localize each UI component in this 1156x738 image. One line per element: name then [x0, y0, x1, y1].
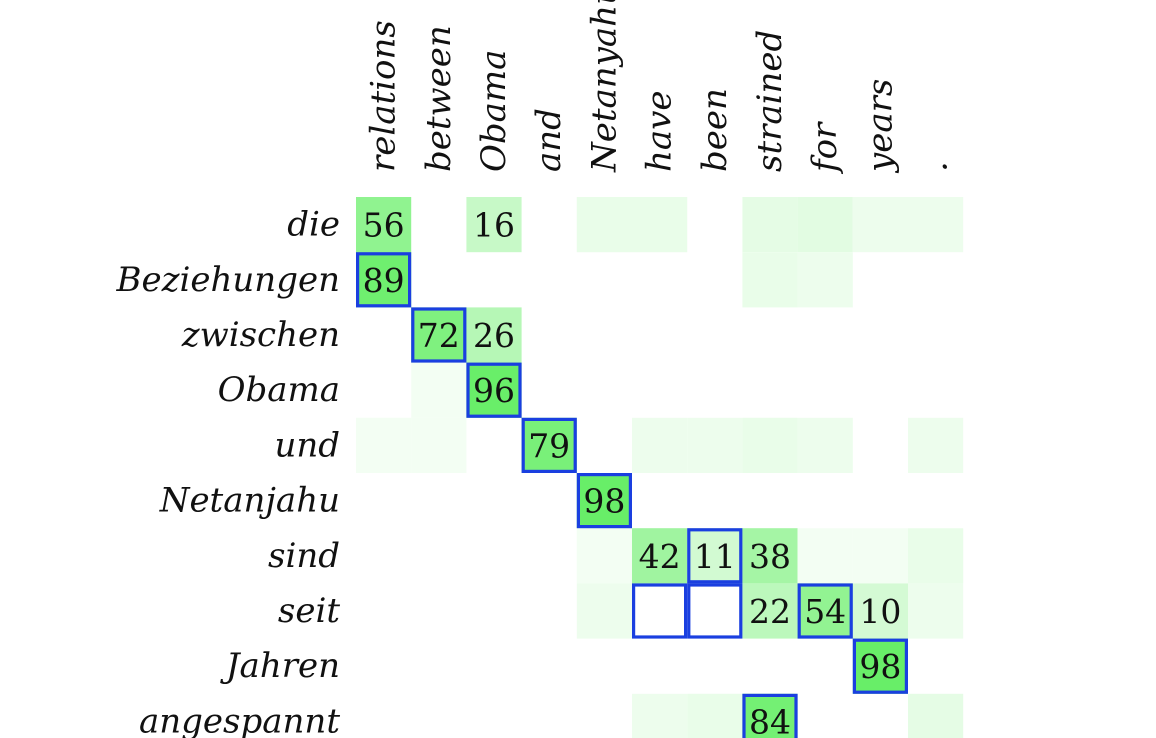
heatmap-cell-r6-c6: [687, 528, 743, 584]
heatmap-cell-r4-c3: [521, 417, 577, 473]
heatmap-cell-r9-c5: [632, 693, 688, 738]
y-tick-label-7: seit: [278, 591, 340, 631]
heatmap-cell-r6-c8: [797, 528, 853, 584]
x-tick-label-0: relations: [364, 20, 404, 172]
heatmap-cell-r7-c7: [742, 583, 798, 639]
heatmap-cell-r4-c7: [742, 417, 798, 473]
heatmap-cell-r0-c5: [632, 197, 688, 253]
x-tick-label-6: been: [695, 88, 735, 172]
heatmap-cell-r0-c0: [356, 197, 412, 253]
heatmap-cell-r6-c10: [908, 528, 964, 584]
alignment-box-r8-c9: [852, 638, 909, 694]
cell-value-r4-c3: 79: [528, 426, 570, 465]
heatmap-cell-r8-c9: [852, 638, 908, 694]
heatmap-cell-r4-c5: [632, 417, 688, 473]
heatmap-cell-r7-c8: [797, 583, 853, 639]
heatmap-cell-r1-c8: [797, 252, 853, 308]
heatmap-cell-r0-c4: [576, 197, 632, 253]
cell-value-r6-c6: 11: [694, 537, 736, 576]
heatmap-cell-r2-c1: [411, 307, 467, 363]
alignment-box-r5-c4: [576, 473, 633, 529]
heatmap-cell-r1-c7: [742, 252, 798, 308]
alignment-box-r9-c7: [742, 693, 798, 738]
cell-value-r2-c1: 72: [418, 316, 460, 355]
heatmap-cell-r9-c6: [687, 693, 743, 738]
heatmap-cell-r6-c7: [742, 528, 798, 584]
heatmap-cell-r0-c10: [908, 197, 964, 253]
heatmap-cell-r7-c4: [576, 583, 632, 639]
cell-value-r0-c0: 56: [363, 206, 405, 245]
y-tick-label-1: Beziehungen: [116, 260, 341, 300]
alignment-box-r3-c2: [466, 362, 522, 418]
x-tick-label-7: strained: [750, 30, 790, 172]
heatmap-cell-r5-c4: [576, 473, 632, 529]
x-tick-label-5: have: [640, 91, 680, 173]
cell-value-r8-c9: 98: [859, 647, 901, 686]
alignment-box-r6-c6: [687, 528, 743, 584]
heatmap-cell-r3-c2: [466, 362, 522, 418]
heatmap-cell-r4-c8: [797, 417, 853, 473]
x-tick-label-9: years: [860, 79, 900, 174]
alignment-box-r1-c0: [356, 252, 412, 308]
x-tick-label-2: Obama: [474, 50, 514, 172]
y-tick-label-3: Obama: [218, 370, 340, 410]
heatmap-cell-r0-c7: [742, 197, 798, 253]
x-tick-label-10: .: [916, 161, 956, 172]
y-tick-label-2: zwischen: [181, 315, 340, 355]
heatmap-cell-r7-c10: [908, 583, 964, 639]
heatmap-cell-r4-c1: [411, 417, 467, 473]
x-tick-label-3: and: [529, 108, 569, 172]
cell-value-r7-c9: 10: [859, 592, 901, 631]
cell-value-r7-c8: 54: [804, 592, 846, 631]
x-tick-label-1: between: [419, 25, 459, 172]
heatmap-cell-r9-c10: [908, 693, 964, 738]
y-tick-label-4: und: [274, 425, 340, 465]
cell-value-r2-c2: 26: [473, 316, 515, 355]
x-tick-label-4: Netanyahu: [584, 0, 624, 173]
heatmap-cell-r6-c4: [576, 528, 632, 584]
cell-value-r9-c7: 84: [749, 702, 791, 738]
heatmap-cell-r9-c7: [742, 693, 798, 738]
cell-value-r7-c7: 22: [749, 592, 791, 631]
heatmap-cell-r2-c2: [466, 307, 522, 363]
cell-value-r6-c5: 42: [639, 537, 681, 576]
y-tick-label-8: Jahren: [220, 646, 340, 686]
alignment-box-r7-c8: [797, 583, 853, 639]
heatmap-cell-r0-c2: [466, 197, 522, 253]
heatmap-cell-r1-c0: [356, 252, 412, 308]
y-tick-label-9: angespannt: [139, 701, 340, 738]
cell-value-r0-c2: 16: [473, 206, 515, 245]
heatmap-cell-r0-c9: [852, 197, 908, 253]
heatmap-cell-r4-c0: [356, 417, 412, 473]
alignment-box-r4-c3: [521, 417, 577, 473]
alignment-box-r2-c1: [411, 307, 467, 363]
heatmap-cell-r3-c1: [411, 362, 467, 418]
heatmap-cell-r4-c6: [687, 417, 743, 473]
heatmap-cell-r7-c9: [852, 583, 908, 639]
alignment-box-r7-c6: [687, 583, 743, 639]
x-tick-label-8: for: [805, 121, 845, 175]
y-tick-label-6: sind: [268, 536, 340, 576]
cell-value-r1-c0: 89: [363, 261, 405, 300]
cell-value-r6-c7: 38: [749, 537, 791, 576]
cell-value-r5-c4: 98: [583, 482, 625, 521]
y-tick-label-5: Netanjahu: [159, 481, 340, 521]
y-tick-label-0: die: [287, 205, 340, 245]
cell-value-r3-c2: 96: [473, 371, 515, 410]
heatmap-cell-r6-c9: [852, 528, 908, 584]
heatmap-cell-r0-c8: [797, 197, 853, 253]
alignment-box-r7-c5: [631, 583, 688, 639]
heatmap-cell-r4-c10: [908, 417, 964, 473]
heatmap-cell-r6-c5: [632, 528, 688, 584]
